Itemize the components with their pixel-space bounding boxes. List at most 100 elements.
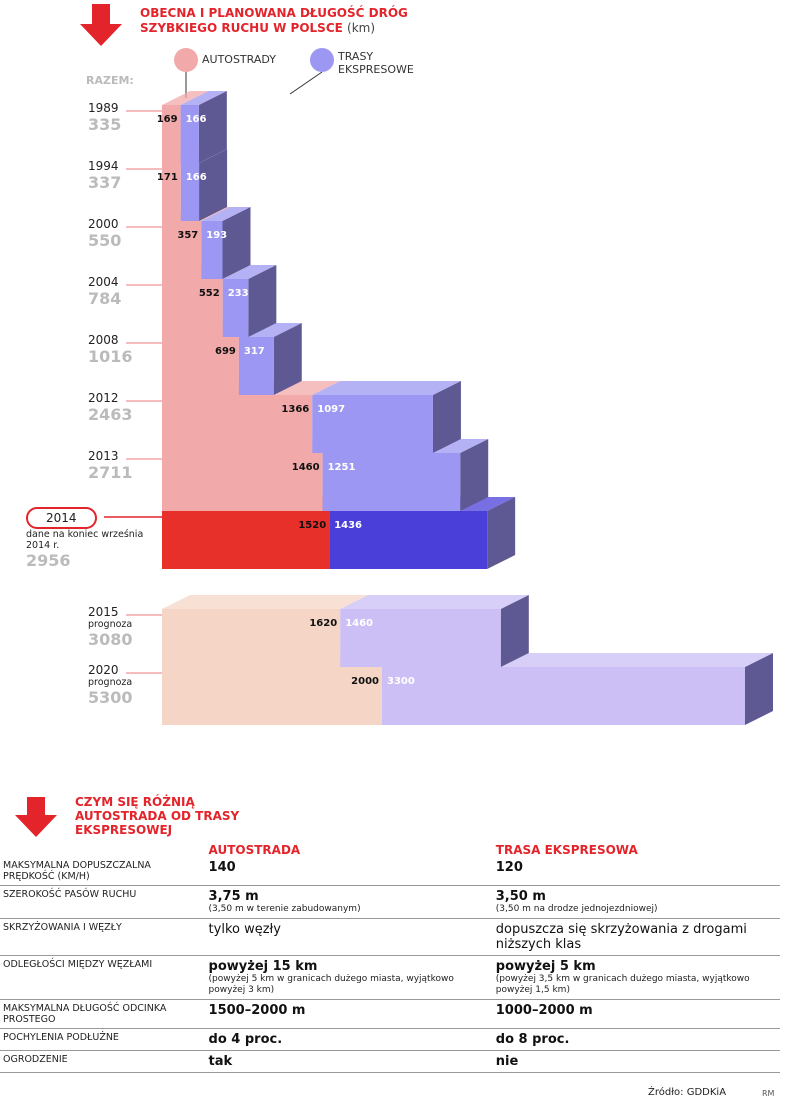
year-label-group: 2008 1016 (88, 333, 158, 366)
bar (312, 395, 433, 453)
value-label: 1460 (292, 462, 320, 473)
bar (180, 163, 200, 221)
bar (162, 279, 223, 337)
cell-main: powyżej 5 km (495, 959, 596, 974)
cell: 3,75 m (3,50 m w terenie zabudowanym) (205, 885, 493, 919)
cell-main: tak (208, 1054, 233, 1069)
bar (382, 667, 745, 725)
cell-main: 3,75 m (208, 889, 259, 904)
total-value: 1016 (88, 347, 133, 366)
value-label: 1097 (317, 404, 345, 415)
bar-side (487, 497, 516, 569)
bar (162, 511, 330, 569)
value-label: 1620 (309, 618, 337, 629)
cell-main: 1500–2000 m (208, 1003, 306, 1018)
cell-main: 1000–2000 m (495, 1003, 593, 1018)
bar (201, 221, 223, 279)
column-header: AUTOSTRADA (208, 843, 301, 857)
bar (162, 609, 341, 667)
year-label-group: 2013 2711 (88, 449, 158, 482)
year-label-group: 2015 prognoza 3080 (88, 605, 158, 649)
legend-pointer (289, 71, 323, 95)
cell: 1500–2000 m (205, 999, 493, 1029)
value-label: 1251 (328, 462, 356, 473)
value-label: 2000 (351, 676, 379, 687)
cell-main: tylko węzły (208, 922, 281, 937)
row-label: ODLEGŁOŚCI MIĘDZY WĘZŁAMI (0, 955, 206, 1000)
bar (340, 609, 501, 667)
year-label: 2008 (88, 333, 119, 347)
bar-side (273, 323, 302, 395)
value-label: 193 (206, 230, 227, 241)
bar (162, 105, 181, 163)
bar-side (745, 653, 773, 725)
year-label: 1989 (88, 101, 119, 115)
bar-side (222, 207, 251, 279)
bar-top (340, 595, 529, 609)
cell-main: do 4 proc. (208, 1032, 283, 1047)
legend-label: TRASY EKSPRESOWE (338, 50, 414, 76)
cell: tak (205, 1050, 493, 1073)
bar-side (198, 91, 227, 163)
bar-side (460, 439, 489, 511)
row-label: SKRZYŻOWANIA I WĘZŁY (0, 918, 206, 956)
year-label-group: 1994 337 (88, 159, 158, 192)
value-label: 233 (228, 288, 249, 299)
year-note: prognoza (88, 677, 133, 688)
value-label: 1520 (298, 520, 326, 531)
cell: 3,50 m (3,50 m na drodze jednojezdniowej) (492, 885, 780, 919)
bar (329, 511, 488, 569)
cell: nie (492, 1050, 780, 1073)
source: Źródło: GDDKiA (648, 1087, 727, 1098)
legend-swatch (174, 48, 198, 72)
table-header: AUTOSTRADA TRASA EKSPRESOWA (0, 843, 780, 857)
cell-main: 3,50 m (495, 889, 546, 904)
year-label-group: 2012 2463 (88, 391, 158, 424)
total-value: 335 (88, 115, 122, 134)
total-value: 550 (88, 231, 122, 250)
table-row: ODLEGŁOŚCI MIĘDZY WĘZŁAMI powyżej 15 km (p… (0, 955, 780, 1000)
cell: dopuszcza się skrzyżowania z drogami niż… (492, 918, 780, 956)
value-label: 699 (215, 346, 236, 357)
signature: RM (762, 1089, 775, 1098)
column-header: TRASA EKSPRESOWA (495, 843, 638, 857)
bar (238, 337, 274, 395)
legend-swatch (310, 48, 334, 72)
total-value: 784 (88, 289, 122, 308)
bar (322, 453, 461, 511)
value-label: 171 (157, 172, 178, 183)
bar-top (162, 91, 209, 105)
value-label: 1436 (334, 520, 362, 531)
row-label: SZEROKOŚĆ PASÓW RUCHU (0, 885, 206, 919)
value-label: 1366 (281, 404, 309, 415)
table-row: MAKSYMALNA DOPUSZCZALNA PRĘDKOŚĆ (KM/H) 1… (0, 857, 780, 886)
value-label: 317 (244, 346, 265, 357)
bar-side (432, 381, 461, 453)
cell-main: 140 (208, 860, 236, 875)
cell: 1000–2000 m (492, 999, 780, 1029)
table-row: POCHYLENIA PODŁUŻNE do 4 proc. do 8 proc. (0, 1028, 780, 1051)
bar-top (201, 207, 251, 221)
bar-side (199, 149, 228, 221)
cell: do 8 proc. (492, 1028, 780, 1051)
row-label: POCHYLENIA PODŁUŻNE (0, 1028, 206, 1051)
value-label: 169 (157, 114, 178, 125)
year-note: prognoza (88, 619, 133, 630)
year-label-group: 2014 dane na koniec września 2014 r. 2956 (26, 507, 158, 570)
total-label: RAZEM: (86, 74, 134, 87)
cell-sub: (3,50 m na drodze jednojezdniowej) (495, 904, 658, 914)
total-value: 3080 (88, 630, 133, 649)
table-row: SZEROKOŚĆ PASÓW RUCHU 3,75 m (3,50 m w ter… (0, 885, 780, 919)
row-label: MAKSYMALNA DOPUSZCZALNA PRĘDKOŚĆ (KM/H) (0, 857, 206, 886)
bar (222, 279, 249, 337)
cell: do 4 proc. (205, 1028, 493, 1051)
bar-side (500, 595, 529, 667)
total-value: 2463 (88, 405, 133, 424)
table-row: MAKSYMALNA DŁUGOŚĆ ODCINKA PROSTEGO 1500–… (0, 999, 780, 1029)
title-text: OBECNA I PLANOWANA DŁUGOŚĆ DRÓG SZYBKIEG… (140, 6, 408, 35)
unit: (km) (347, 21, 376, 35)
value-label: 166 (186, 114, 207, 125)
value-label: 357 (177, 230, 198, 241)
chart-svg: 169 166 171 166 357 193 552 233 699 317 1366 1097 14… (80, 4, 773, 725)
